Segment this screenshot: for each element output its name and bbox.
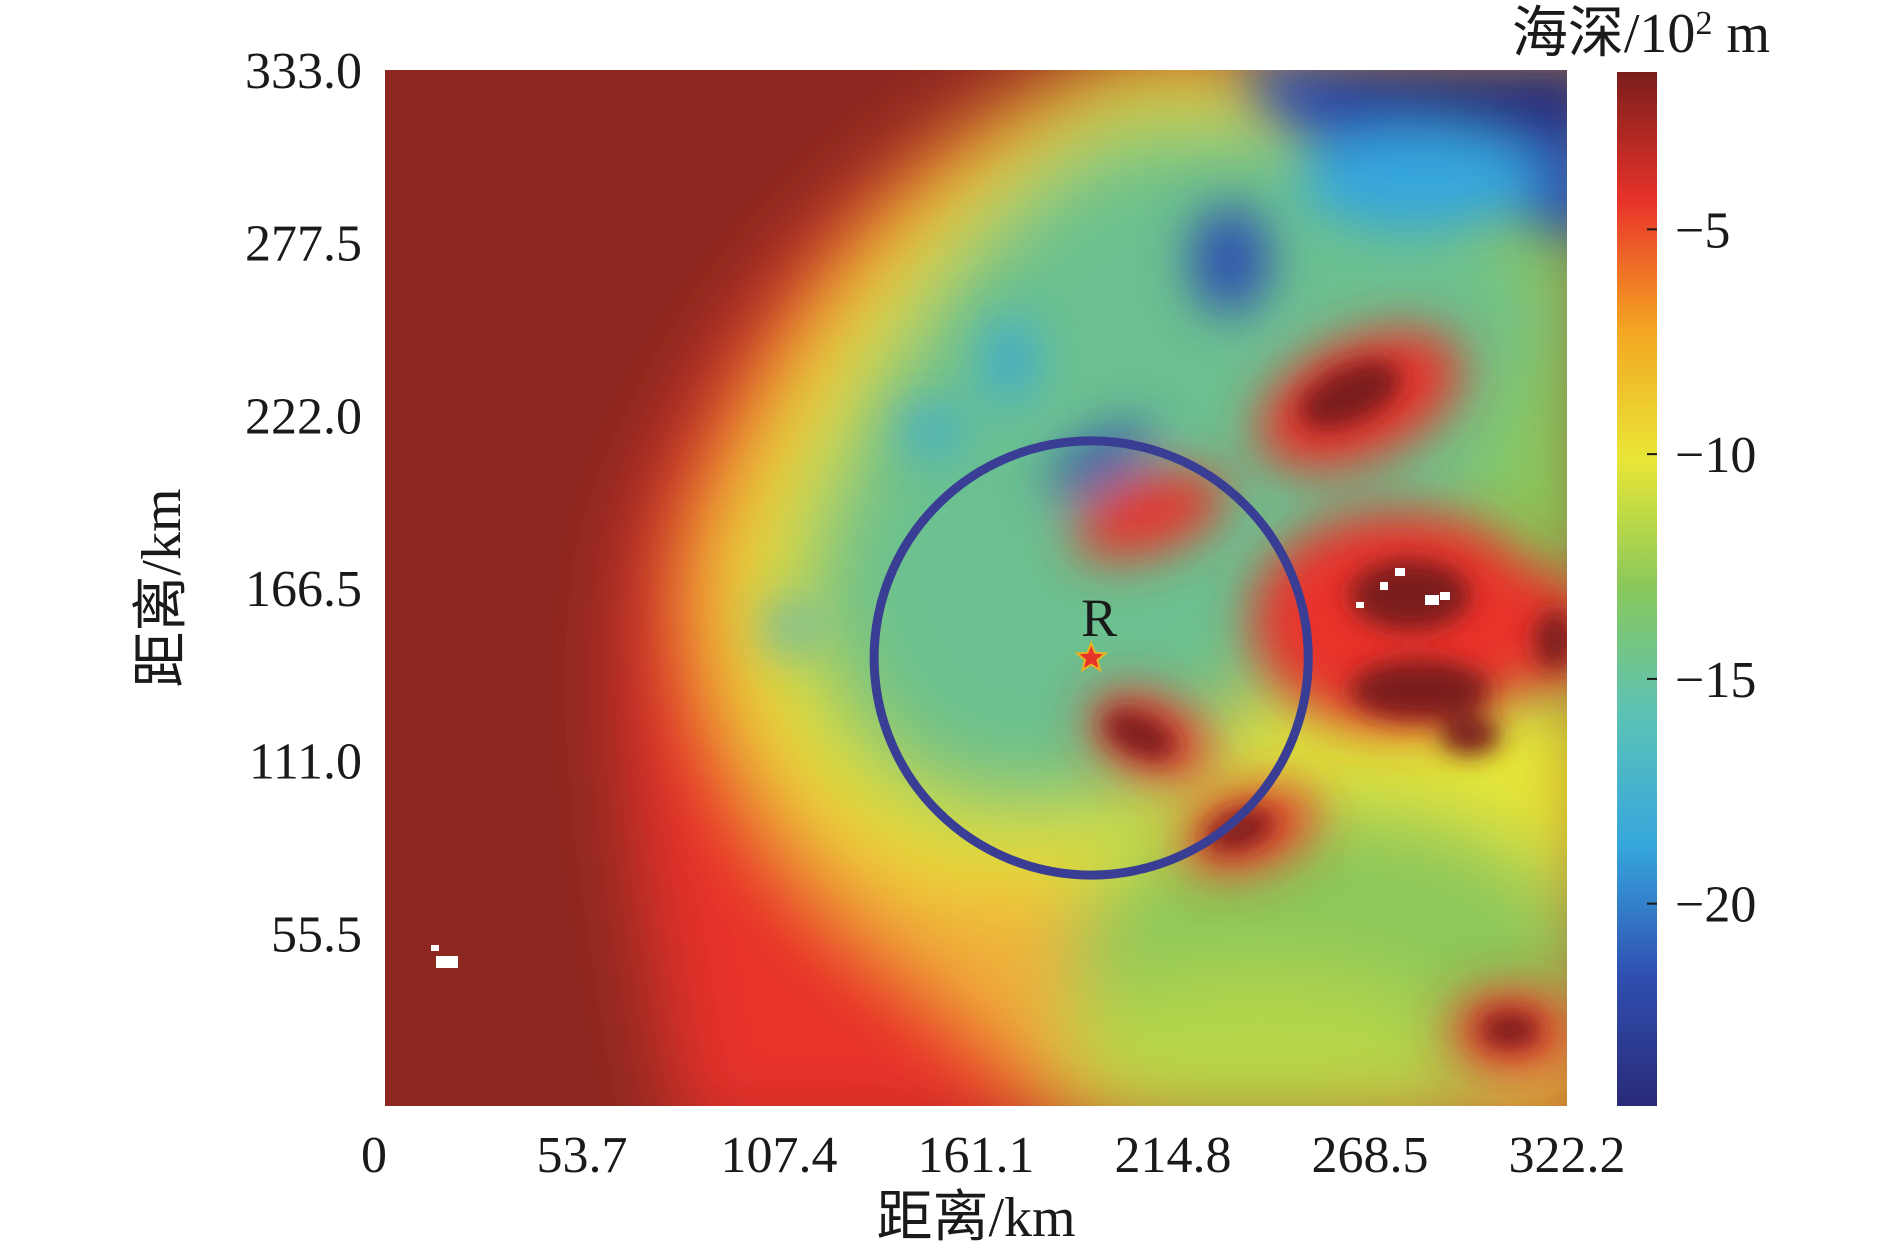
heatmap-field (385, 70, 1567, 1106)
x-tick-label: 268.5 (1312, 1127, 1429, 1184)
x-tick-label: 0 (361, 1127, 387, 1184)
colorbar-label-sup: 2 (1695, 5, 1712, 42)
y-tick-label: 111.0 (249, 734, 362, 791)
colorbar-tick-label: −5 (1675, 202, 1730, 259)
y-tick-label: 333.0 (245, 43, 362, 100)
y-tick-label: 55.5 (271, 906, 362, 963)
colorbar (1617, 72, 1657, 1106)
x-tick-label: 214.8 (1115, 1127, 1232, 1184)
x-axis-ticks: 0 53.7 107.4 161.1 214.8 268.5 322.2 (361, 1127, 1626, 1184)
y-tick-label: 166.5 (245, 561, 362, 618)
colorbar-tick-label: −10 (1675, 427, 1756, 484)
colorbar-label: 海深/102 m (1512, 3, 1770, 65)
y-tick-label: 222.0 (245, 388, 362, 445)
x-tick-label: 53.7 (537, 1127, 628, 1184)
zone-circle (869, 436, 1313, 880)
y-axis-ticks: 55.5 111.0 166.5 222.0 277.5 333.0 (245, 43, 362, 963)
marker-label: R (1081, 588, 1117, 648)
x-tick-label: 161.1 (918, 1127, 1035, 1184)
y-tick-label: 277.5 (245, 216, 362, 273)
x-axis-label: 距离/km (876, 1187, 1075, 1249)
star-marker-icon (1074, 640, 1109, 673)
colorbar-tick-label: −20 (1675, 877, 1756, 934)
colorbar-label-prefix: 海深/10 (1512, 3, 1696, 65)
x-tick-label: 322.2 (1509, 1127, 1626, 1184)
colorbar-tick-label: −15 (1675, 652, 1756, 709)
colorbar-ticks: −5 −10 −15 −20 (1647, 202, 1756, 934)
x-tick-label: 107.4 (721, 1127, 838, 1184)
colorbar-label-suffix: m (1712, 3, 1770, 65)
y-axis-label: 距离/km (131, 488, 193, 687)
